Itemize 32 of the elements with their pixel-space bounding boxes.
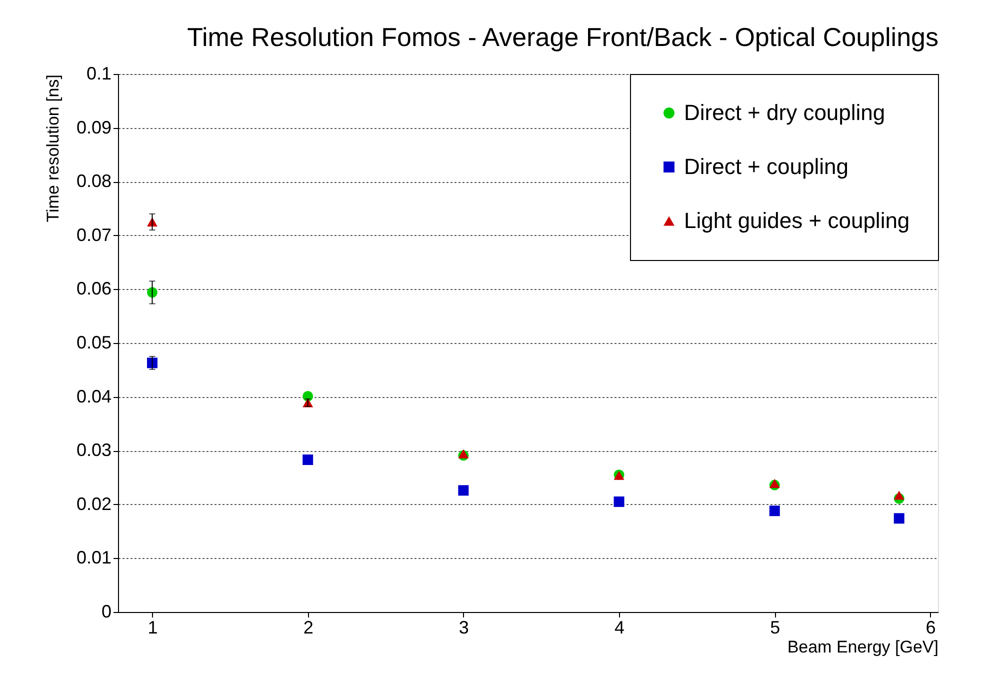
- y-tick-label: 0.07: [76, 224, 112, 245]
- x-tick-label: 5: [770, 618, 780, 638]
- point: [458, 485, 469, 496]
- y-tick-label: 0.04: [76, 386, 112, 406]
- x-tick-label: 1: [148, 618, 158, 638]
- legend-label: Direct + coupling: [684, 154, 848, 179]
- y-tick-label: 0.03: [76, 440, 112, 460]
- y-axis-title: Time resolution [ns]: [43, 74, 62, 222]
- chart-title: Time Resolution Fomos - Average Front/Back - Optical Couplings: [187, 22, 938, 52]
- point: [894, 490, 904, 500]
- x-tick-label: 6: [926, 618, 936, 638]
- point: [458, 449, 469, 458]
- point: [302, 454, 314, 465]
- legend-label: Direct + dry coupling: [684, 100, 886, 125]
- y-tick-label: 0.08: [76, 171, 112, 192]
- point: [894, 513, 904, 524]
- x-axis-title: Beam Energy [GeV]: [787, 638, 938, 656]
- x-tick-label: 2: [303, 618, 314, 638]
- y-tick-label: 0: [101, 602, 112, 622]
- y-tick-label: 0.02: [76, 494, 112, 514]
- point: [769, 478, 780, 488]
- y-tick-label: 0.1: [86, 64, 112, 84]
- x-tick-label: 4: [614, 618, 625, 638]
- y-tick-label: 0.05: [76, 332, 112, 352]
- point: [146, 358, 158, 368]
- point: [614, 496, 624, 507]
- point: [769, 506, 780, 516]
- y-tick-label: 0.01: [76, 548, 112, 568]
- y-tick-label: 0.06: [76, 278, 112, 299]
- x-tick-label: 3: [458, 618, 469, 638]
- y-tick-label: 0.09: [76, 117, 112, 138]
- legend-label: Light guides + coupling: [684, 208, 910, 233]
